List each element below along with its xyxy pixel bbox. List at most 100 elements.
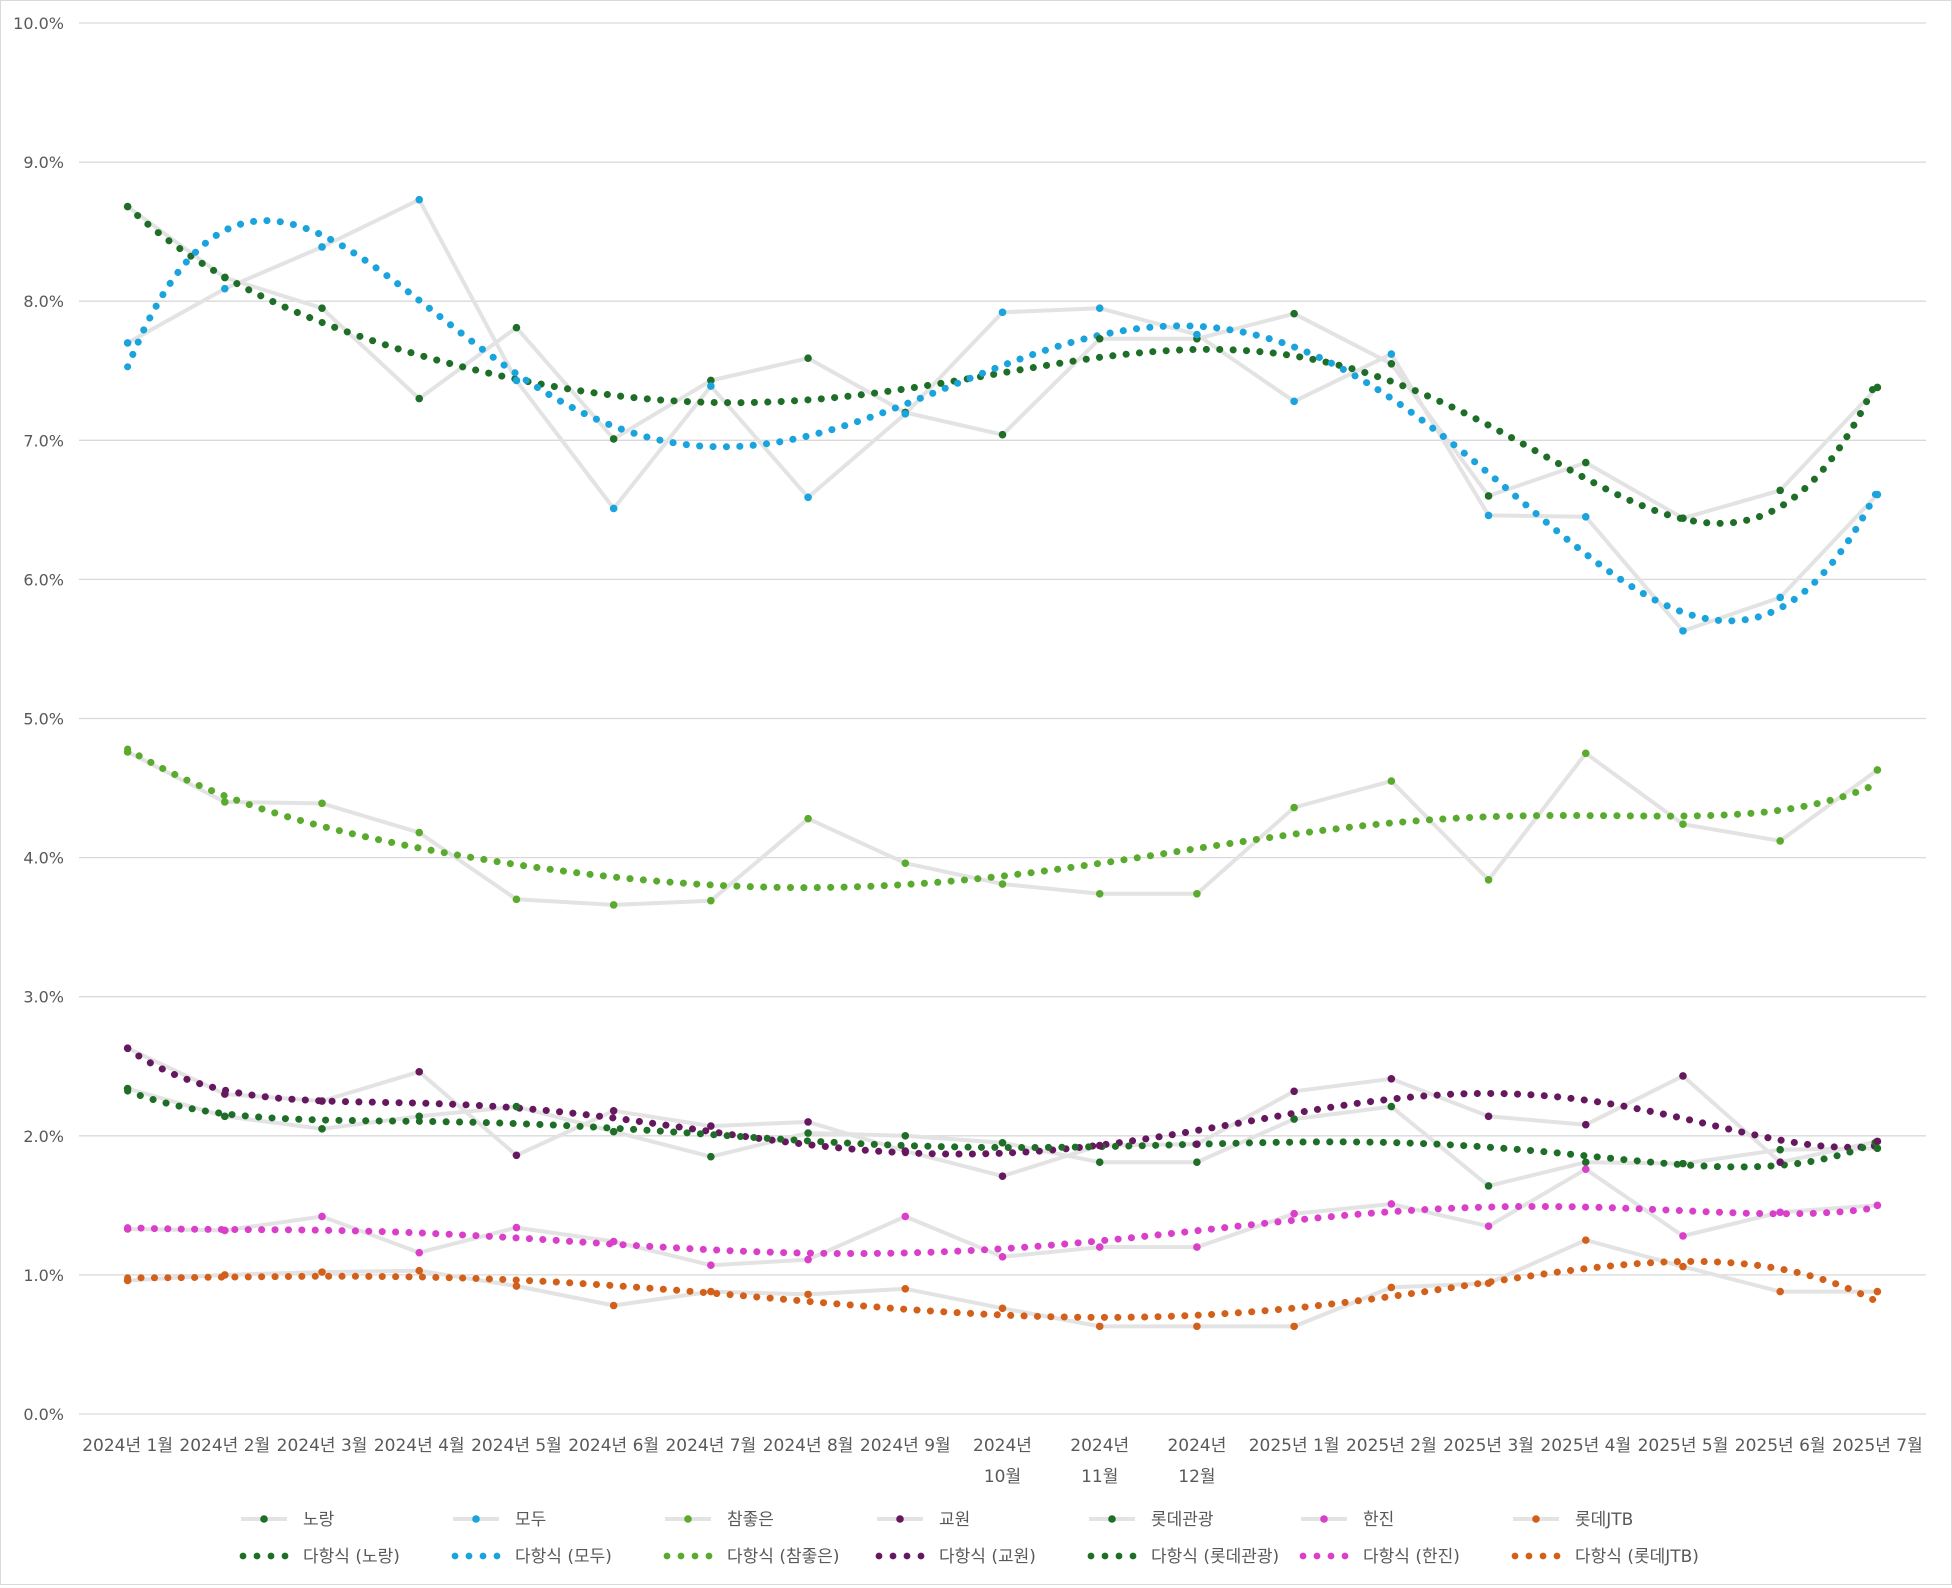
legend-item[interactable]: 다항식 (한진) <box>1299 1547 1460 1567</box>
x-tick-label: 2024년 3월 <box>277 1436 368 1456</box>
data-point <box>1873 1137 1882 1146</box>
data-point <box>1193 1158 1201 1167</box>
legend-item[interactable]: 참좋은 <box>665 1510 774 1530</box>
data-point <box>901 410 910 418</box>
data-point <box>901 1212 910 1221</box>
x-tick-label: 2024년 4월 <box>374 1436 465 1456</box>
data-point <box>1387 1074 1396 1083</box>
legend-swatch-dot <box>677 1552 685 1560</box>
data-point <box>318 1097 326 1105</box>
y-tick-label: 4.0% <box>23 849 64 868</box>
legend-swatch-dot <box>1341 1552 1349 1560</box>
legend-swatch-marker <box>684 1515 692 1523</box>
data-point <box>1484 492 1493 500</box>
legend-item[interactable]: 다항식 (교원) <box>875 1547 1036 1567</box>
data-point <box>221 1271 229 1279</box>
data-point <box>1095 1243 1104 1251</box>
legend-item[interactable]: 노랑 <box>241 1510 335 1530</box>
data-point <box>998 1253 1007 1261</box>
legend-swatch-dot <box>1511 1552 1519 1560</box>
data-point <box>1387 1102 1396 1111</box>
trendline <box>124 745 1881 892</box>
legend-label: 교원 <box>939 1510 970 1530</box>
data-point <box>1193 330 1201 339</box>
legend-label: 롯데관광 <box>1151 1510 1214 1530</box>
legend-item[interactable]: 다항식 (롯데JTB) <box>1511 1547 1699 1567</box>
data-point <box>1776 1208 1784 1217</box>
legend-item[interactable]: 한진 <box>1301 1510 1394 1530</box>
trendline <box>124 217 1881 625</box>
data-point <box>1679 1159 1687 1168</box>
data-point <box>1290 1087 1298 1096</box>
x-tick-label: 2024년 2월 <box>179 1436 270 1456</box>
legend-swatch-dot <box>1539 1552 1547 1560</box>
legend-item[interactable]: 다항식 (롯데관광) <box>1087 1547 1280 1567</box>
series-lines <box>126 197 1879 1329</box>
data-point <box>1484 511 1493 520</box>
x-tick-label: 10월 <box>984 1467 1021 1487</box>
data-point <box>318 1125 326 1133</box>
data-point <box>1776 1287 1784 1296</box>
data-point <box>512 1282 521 1290</box>
data-point <box>1484 1279 1493 1288</box>
legend-swatch-dot <box>479 1552 487 1560</box>
legend-swatch-dot <box>691 1552 699 1560</box>
legend-label: 참좋은 <box>727 1510 774 1530</box>
data-point <box>1387 1283 1396 1292</box>
legend-label: 다항식 (롯데관광) <box>1151 1547 1279 1567</box>
data-point <box>221 1090 229 1098</box>
data-point <box>415 1266 424 1275</box>
trendline <box>124 1257 1881 1321</box>
legend-label: 다항식 (한진) <box>1363 1547 1460 1567</box>
trendline <box>124 1203 1881 1257</box>
trendlines <box>124 203 1881 1321</box>
data-point <box>707 1152 715 1161</box>
legend-label: 롯데JTB <box>1575 1510 1633 1530</box>
legend-item[interactable]: 다항식 (노랑) <box>239 1547 400 1567</box>
data-point <box>221 284 229 293</box>
legend-item[interactable]: 롯데관광 <box>1089 1510 1214 1530</box>
data-point <box>318 304 326 312</box>
data-point <box>1873 1144 1882 1153</box>
legend-label: 다항식 (모두) <box>515 1547 612 1567</box>
data-point <box>609 1106 618 1115</box>
y-tick-label: 6.0% <box>23 570 64 589</box>
series-markers <box>123 195 1882 1331</box>
legend-item[interactable]: 다항식 (모두) <box>451 1547 612 1567</box>
legend-swatch-dot <box>875 1552 883 1560</box>
data-point <box>1776 593 1784 602</box>
data-point <box>1581 458 1590 467</box>
data-point <box>998 1138 1007 1147</box>
y-tick-label: 1.0% <box>23 1266 64 1285</box>
y-axis: 0.0% 1.0% 2.0% 3.0% 4.0% 5.0% 6.0% 7.0% 8.0% 9.0%… <box>13 14 64 1424</box>
x-tick-label: 2025년 6월 <box>1735 1436 1826 1456</box>
legend-item[interactable]: 모두 <box>453 1510 546 1530</box>
data-point <box>415 1068 424 1076</box>
data-point <box>512 895 521 904</box>
data-point <box>609 1127 618 1136</box>
x-tick-label: 12월 <box>1178 1467 1215 1487</box>
series-line <box>126 204 1879 521</box>
y-tick-label: 7.0% <box>23 431 64 450</box>
y-tick-label: 3.0% <box>23 988 64 1007</box>
legend-item[interactable]: 교원 <box>877 1510 970 1530</box>
legend-item[interactable]: 롯데JTB <box>1513 1510 1633 1530</box>
data-point <box>1581 513 1590 521</box>
data-point <box>318 1268 326 1276</box>
data-point <box>1873 383 1882 392</box>
legend-swatch-dot <box>1299 1552 1307 1560</box>
x-tick-label: 2025년 4월 <box>1540 1436 1631 1456</box>
series-line <box>126 197 1879 633</box>
legend-item[interactable]: 다항식 (참좋은) <box>663 1547 840 1567</box>
legend[interactable]: 노랑 모두 참좋은 교원 롯데관광 한진 롯데JTB 다항식 (노랑) 다항식 (모두) 다항식 … <box>239 1510 1699 1567</box>
data-point <box>804 493 812 502</box>
data-point <box>123 1084 132 1093</box>
legend-label: 한진 <box>1363 1510 1394 1530</box>
data-point <box>1095 1141 1104 1150</box>
data-point <box>1776 837 1784 845</box>
data-point <box>512 1151 521 1160</box>
data-point <box>609 504 618 513</box>
data-point <box>804 1118 812 1126</box>
data-point <box>1095 1322 1104 1331</box>
